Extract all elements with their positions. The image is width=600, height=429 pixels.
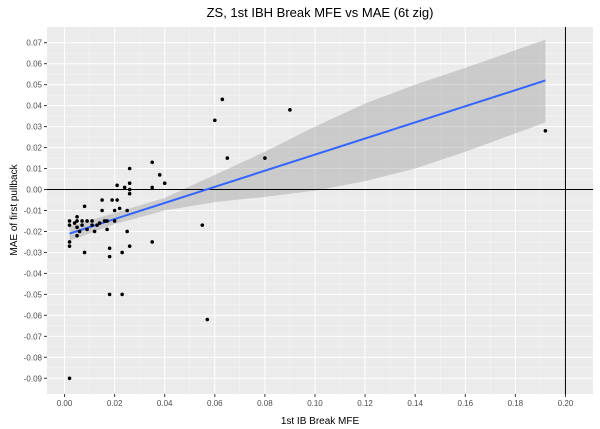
data-point (82, 250, 87, 255)
data-point (543, 129, 548, 133)
data-point (82, 204, 87, 209)
x-tick-label: 0.12 (357, 399, 373, 408)
x-axis-title: 1st IB Break MFE (281, 416, 360, 427)
data-point (288, 108, 292, 112)
data-point (225, 156, 230, 160)
data-point (67, 219, 72, 223)
data-point (127, 191, 132, 196)
x-tick-label: 0.20 (558, 399, 574, 408)
y-tick-label: 0.01 (26, 165, 42, 174)
y-tick-label: 0.03 (26, 123, 42, 132)
data-point (115, 183, 119, 188)
y-tick-label: 0.02 (26, 144, 42, 153)
data-point (85, 219, 89, 223)
data-point (112, 219, 117, 223)
data-point (107, 246, 112, 251)
data-point (75, 219, 79, 223)
data-point (150, 185, 154, 190)
data-point (90, 219, 94, 223)
data-point (75, 225, 79, 230)
data-point (85, 227, 89, 232)
data-point (120, 250, 124, 255)
data-point (205, 317, 210, 322)
data-point (127, 187, 132, 192)
x-tick-label: 0.06 (207, 399, 223, 408)
confidence-band (69, 39, 546, 241)
data-point (67, 376, 72, 381)
data-point (162, 181, 167, 186)
x-tick-label: 0.08 (257, 399, 273, 408)
data-point (127, 244, 132, 248)
data-point (72, 221, 77, 225)
y-axis-ticks: -0.09 -0.08 -0.07 -0.06 -0.05 -0.04 -0.03 -0.02… (24, 39, 47, 383)
data-point (75, 214, 79, 219)
data-point (112, 208, 117, 213)
x-axis-ticks: 0.00 0.02 0.04 0.06 0.08 0.10 0.12 0.14 0.16 0.18… (57, 394, 574, 408)
data-point (107, 292, 112, 297)
data-point (102, 219, 107, 223)
data-point (100, 208, 104, 213)
y-tick-label: -0.06 (24, 311, 43, 320)
data-point (80, 219, 84, 223)
y-tick-label: -0.08 (24, 353, 43, 362)
y-tick-label: 0.07 (26, 39, 42, 48)
y-axis-title: MAE of first pullback (9, 163, 20, 255)
data-point (200, 223, 205, 227)
y-tick-label: -0.07 (24, 332, 43, 341)
y-tick-label: 0.06 (26, 60, 42, 69)
data-points (67, 97, 548, 381)
y-tick-label: 0.00 (26, 186, 42, 195)
data-point (75, 233, 79, 238)
x-tick-label: 0.14 (407, 399, 423, 408)
x-tick-label: 0.02 (107, 399, 123, 408)
x-tick-label: 0.18 (508, 399, 524, 408)
y-tick-label: -0.01 (24, 207, 43, 216)
data-point (157, 173, 162, 177)
data-point (125, 208, 129, 213)
data-point (220, 97, 225, 102)
y-tick-label: -0.02 (24, 227, 43, 236)
data-point (97, 221, 102, 225)
x-tick-label: 0.04 (157, 399, 173, 408)
x-tick-label: 0.16 (457, 399, 473, 408)
x-tick-label: 0.10 (307, 399, 323, 408)
data-point (92, 229, 97, 234)
data-point (100, 198, 104, 202)
data-point (127, 181, 132, 186)
x-tick-label: 0.00 (57, 399, 73, 408)
data-point (125, 229, 129, 234)
data-point (150, 160, 154, 165)
data-point (122, 185, 127, 190)
data-point (67, 223, 72, 227)
data-point (77, 229, 82, 234)
data-point (213, 118, 217, 123)
data-point (120, 292, 124, 297)
data-point (67, 244, 72, 248)
chart-title: ZS, 1st IBH Break MFE vs MAE (6t zig) (207, 5, 434, 20)
y-tick-label: 0.05 (26, 81, 42, 90)
y-tick-label: -0.03 (24, 248, 43, 257)
data-point (117, 206, 122, 211)
y-tick-label: -0.05 (24, 290, 43, 299)
data-point (107, 254, 112, 259)
confidence-band-layer (69, 39, 546, 241)
regression-line-layer (69, 79, 546, 235)
y-tick-label: -0.09 (24, 374, 43, 383)
data-point (67, 240, 72, 244)
reference-lines (47, 27, 593, 394)
data-point (80, 223, 84, 227)
data-point (90, 223, 94, 227)
data-point (115, 198, 119, 202)
y-tick-label: -0.04 (24, 269, 43, 278)
data-point (95, 223, 99, 227)
y-tick-label: 0.04 (26, 102, 42, 111)
data-point (150, 240, 154, 244)
data-point (110, 198, 114, 202)
regression-line (69, 79, 546, 235)
data-point (127, 166, 132, 171)
data-point (105, 227, 109, 232)
data-point (105, 219, 109, 223)
data-point (263, 156, 267, 160)
